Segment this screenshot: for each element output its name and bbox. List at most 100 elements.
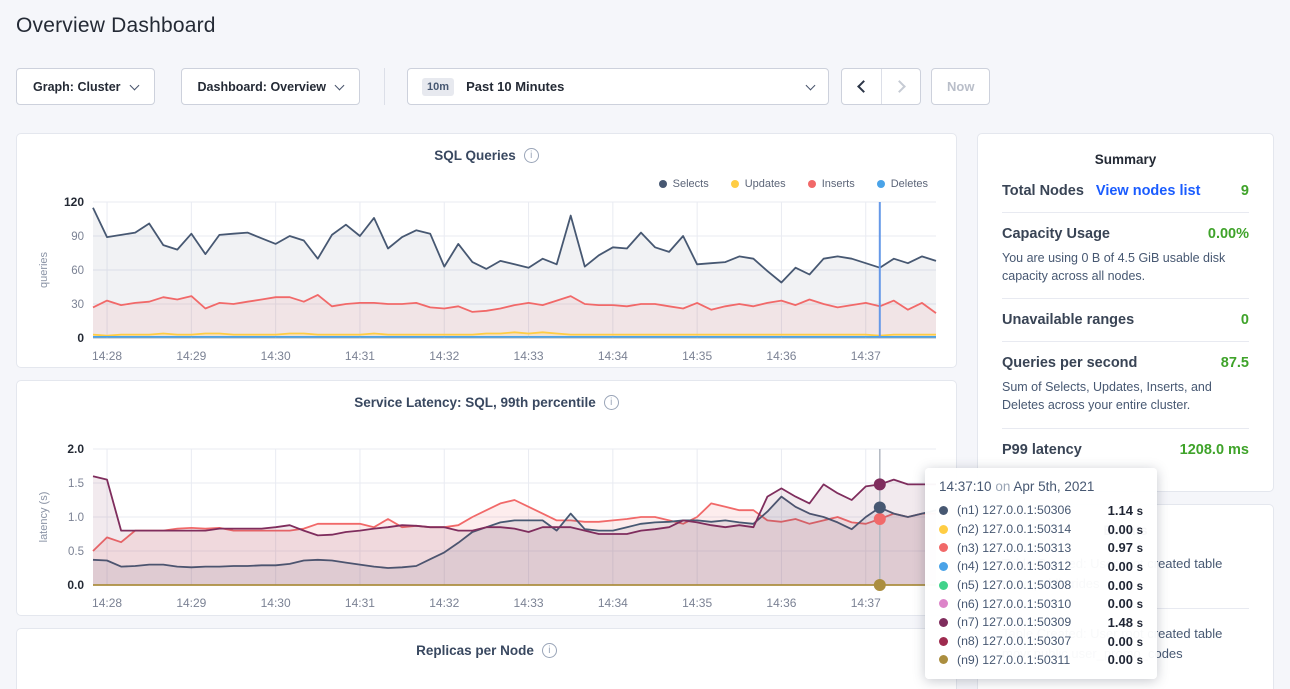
series-color-dot <box>939 655 948 664</box>
svg-text:1.0: 1.0 <box>68 512 84 524</box>
svg-text:14:33: 14:33 <box>514 349 544 362</box>
total-nodes-value: 9 <box>1241 183 1249 199</box>
info-icon[interactable]: i <box>524 148 539 163</box>
page-title: Overview Dashboard <box>16 14 216 38</box>
svg-text:14:35: 14:35 <box>682 596 712 609</box>
tooltip-node-row: (n1) 127.0.0.1:50306 1.14 s <box>939 501 1143 520</box>
tooltip-node-value: 0.00 s <box>1108 596 1143 611</box>
svg-text:14:36: 14:36 <box>766 596 796 609</box>
chevron-left-icon <box>857 80 870 93</box>
view-nodes-list-link[interactable]: View nodes list <box>1096 183 1201 199</box>
divider <box>384 68 385 105</box>
info-icon[interactable]: i <box>604 395 619 410</box>
time-range-badge: 10m <box>422 78 454 96</box>
tooltip-node-row: (n5) 127.0.0.1:50308 0.00 s <box>939 576 1143 595</box>
tooltip-node-row: (n7) 127.0.0.1:50309 1.48 s <box>939 613 1143 632</box>
summary-title: Summary <box>1002 152 1249 167</box>
series-color-dot <box>939 506 948 515</box>
time-range-dropdown[interactable]: 10m Past 10 Minutes <box>407 68 829 105</box>
series-color-dot <box>939 562 948 571</box>
p99-latency-value: 1208.0 ms <box>1180 442 1249 458</box>
series-color-dot <box>939 525 948 534</box>
legend-color-dot <box>731 180 739 188</box>
tooltip-node-name: (n1) 127.0.0.1:50306 <box>957 503 1100 517</box>
service-latency-chart[interactable]: 0.00.51.01.52.014:2814:2914:3014:3114:32… <box>31 437 944 609</box>
info-icon[interactable]: i <box>542 643 557 658</box>
divider <box>1002 428 1249 429</box>
svg-text:14:31: 14:31 <box>345 596 375 609</box>
graph-dropdown[interactable]: Graph: Cluster <box>16 68 155 105</box>
tooltip-node-name: (n8) 127.0.0.1:50307 <box>957 634 1100 648</box>
tooltip-node-value: 0.00 s <box>1108 578 1143 593</box>
tooltip-node-value: 0.00 s <box>1108 652 1143 667</box>
sql-queries-chart[interactable]: 030609012014:2814:2914:3014:3114:3214:33… <box>31 190 944 362</box>
tooltip-node-value: 0.00 s <box>1108 634 1143 649</box>
time-step-buttons <box>841 68 921 105</box>
capacity-usage-label: Capacity Usage <box>1002 226 1110 242</box>
charts-column: SQL Queries i Selects Updates Inserts Delet… <box>16 133 957 689</box>
tooltip-node-name: (n9) 127.0.0.1:50311 <box>957 653 1100 667</box>
chevron-down-icon <box>335 80 345 90</box>
svg-text:14:28: 14:28 <box>92 349 122 362</box>
svg-text:14:32: 14:32 <box>429 596 459 609</box>
tooltip-node-name: (n2) 127.0.0.1:50314 <box>957 522 1100 536</box>
summary-panel: Summary Total Nodes View nodes list 9 Ca… <box>977 133 1274 492</box>
svg-text:14:34: 14:34 <box>598 349 628 362</box>
summary-row-total-nodes: Total Nodes View nodes list 9 <box>1002 183 1249 199</box>
svg-text:14:29: 14:29 <box>176 349 206 362</box>
svg-text:14:37: 14:37 <box>851 349 881 362</box>
series-color-dot <box>939 618 948 627</box>
capacity-usage-description: You are using 0 B of 4.5 GiB usable disk… <box>1002 249 1249 285</box>
time-back-button[interactable] <box>842 69 881 104</box>
qps-label: Queries per second <box>1002 355 1137 371</box>
chart-title-replicas-per-node: Replicas per Node <box>416 643 534 658</box>
legend-label: Selects <box>673 178 709 190</box>
legend-color-dot <box>808 180 816 188</box>
tooltip-node-name: (n7) 127.0.0.1:50309 <box>957 615 1100 629</box>
chart-hover-tooltip: 14:37:10 on Apr 5th, 2021 (n1) 127.0.0.1… <box>925 468 1157 679</box>
tooltip-node-name: (n4) 127.0.0.1:50312 <box>957 559 1100 573</box>
legend-label: Deletes <box>891 178 928 190</box>
svg-text:14:30: 14:30 <box>261 596 291 609</box>
tooltip-node-row: (n8) 127.0.0.1:50307 0.00 s <box>939 632 1143 651</box>
legend-item-updates[interactable]: Updates <box>731 178 786 190</box>
legend-item-inserts[interactable]: Inserts <box>808 178 855 190</box>
series-color-dot <box>939 581 948 590</box>
legend-label: Updates <box>745 178 786 190</box>
tooltip-node-value: 0.00 s <box>1108 559 1143 574</box>
chart-title-service-latency: Service Latency: SQL, 99th percentile <box>354 395 596 410</box>
tooltip-node-name: (n5) 127.0.0.1:50308 <box>957 578 1100 592</box>
summary-row-p99: P99 latency 1208.0 ms <box>1002 442 1249 458</box>
time-range-label: Past 10 Minutes <box>466 79 795 94</box>
summary-row-qps: Queries per second 87.5 <box>1002 355 1249 371</box>
qps-value: 87.5 <box>1221 355 1249 371</box>
spacer <box>155 68 181 105</box>
divider <box>1002 341 1249 342</box>
svg-text:14:31: 14:31 <box>345 349 375 362</box>
tooltip-node-row: (n2) 127.0.0.1:503140.00 s <box>939 520 1143 539</box>
time-forward-button[interactable] <box>881 69 920 104</box>
tooltip-node-name: (n3) 127.0.0.1:50313 <box>957 541 1100 555</box>
now-button[interactable]: Now <box>931 68 990 105</box>
svg-text:0: 0 <box>77 331 84 345</box>
legend-item-deletes[interactable]: Deletes <box>877 178 928 190</box>
series-color-dot <box>939 637 948 646</box>
tooltip-node-row: (n3) 127.0.0.1:50313 0.97 s <box>939 538 1143 557</box>
chevron-right-icon <box>893 80 906 93</box>
svg-text:0.0: 0.0 <box>67 578 84 592</box>
svg-text:14:30: 14:30 <box>261 349 291 362</box>
tooltip-node-value: 1.14 s <box>1108 503 1143 518</box>
tooltip-node-value: 0.97 s <box>1108 540 1143 555</box>
tooltip-node-row: (n6) 127.0.0.1:50310 0.00 s <box>939 594 1143 613</box>
svg-text:14:28: 14:28 <box>92 596 122 609</box>
svg-text:2.0: 2.0 <box>67 442 84 456</box>
tooltip-node-name: (n6) 127.0.0.1:50310 <box>957 597 1100 611</box>
legend-item-selects[interactable]: Selects <box>659 178 709 190</box>
summary-row-capacity: Capacity Usage 0.00% <box>1002 226 1249 242</box>
tooltip-node-value: 1.48 s <box>1108 615 1143 630</box>
capacity-usage-value: 0.00% <box>1208 226 1249 242</box>
unavailable-ranges-label: Unavailable ranges <box>1002 312 1134 328</box>
tooltip-timestamp: 14:37:10 on Apr 5th, 2021 <box>939 479 1143 494</box>
chart-title-sql-queries: SQL Queries <box>434 148 516 163</box>
dashboard-dropdown[interactable]: Dashboard: Overview <box>181 68 361 105</box>
